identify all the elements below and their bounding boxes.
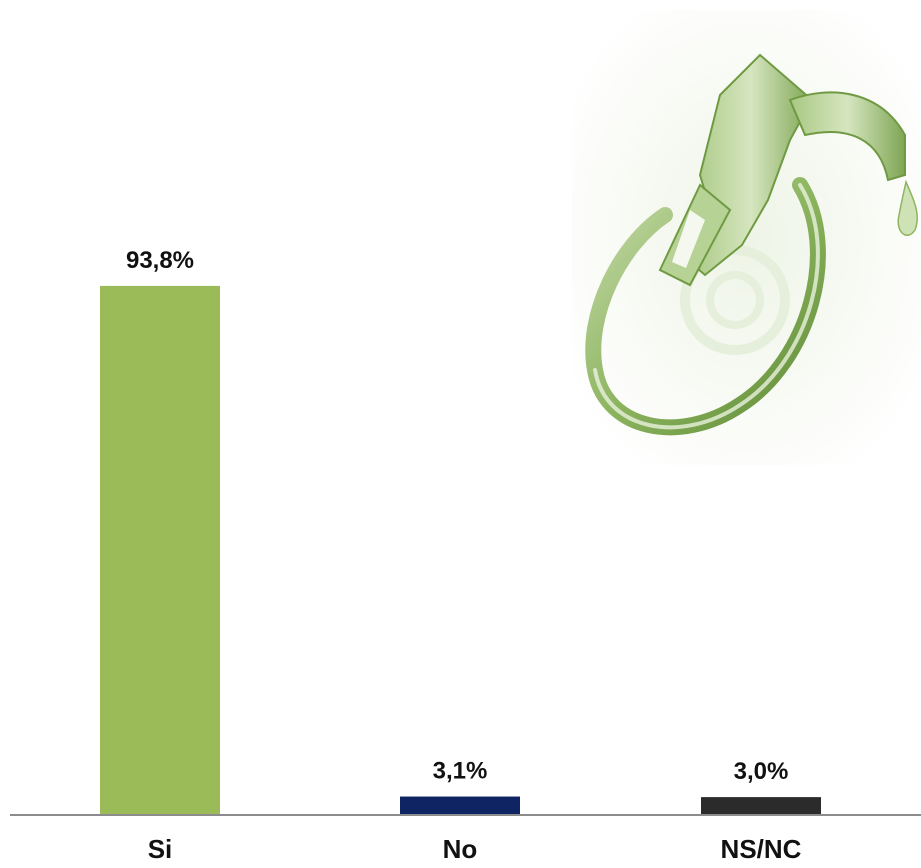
category-label: NS/NC xyxy=(721,834,802,864)
value-label: 3,0% xyxy=(734,758,789,785)
fuel-pump-nozzle-icon xyxy=(572,10,921,465)
bar-si xyxy=(100,285,220,814)
value-label: 3,1% xyxy=(433,758,488,785)
bars xyxy=(100,285,821,814)
value-labels: 93,8% 3,1% 3,0% xyxy=(126,247,788,785)
bar-ns-nc xyxy=(701,797,821,814)
bar-no xyxy=(400,796,520,814)
category-label: Si xyxy=(148,834,173,864)
value-label: 93,8% xyxy=(126,247,194,274)
category-label: No xyxy=(443,834,478,864)
category-labels: Si No NS/NC xyxy=(148,834,802,864)
